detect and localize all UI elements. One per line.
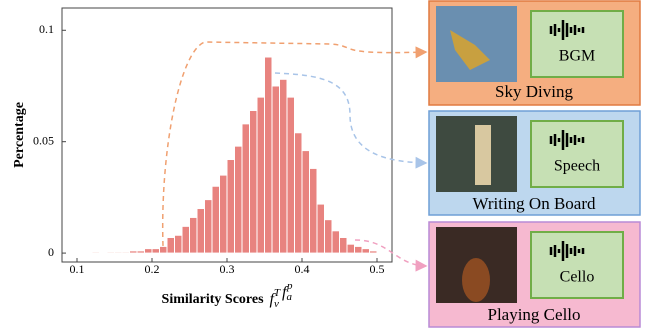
formula-base: f xyxy=(270,291,277,308)
bar xyxy=(256,96,265,254)
formula-sub: a xyxy=(286,291,292,303)
bar xyxy=(166,236,175,254)
bar xyxy=(196,208,205,254)
bar xyxy=(309,167,318,254)
panel-label: Writing On Board xyxy=(472,194,596,213)
formula-base: f xyxy=(282,284,289,301)
bar xyxy=(234,145,243,254)
audio-label: BGM xyxy=(559,48,595,65)
bar xyxy=(114,251,123,254)
bar xyxy=(136,250,145,254)
bar xyxy=(331,230,340,254)
bar xyxy=(226,159,235,254)
bar xyxy=(241,123,250,254)
x-tick-label: 0.1 xyxy=(70,262,85,276)
bar xyxy=(271,85,280,254)
bar xyxy=(159,245,168,254)
panel-label: Playing Cello xyxy=(487,305,580,324)
bar xyxy=(346,243,355,254)
bar xyxy=(286,96,295,254)
bar xyxy=(279,78,288,254)
bar xyxy=(249,109,258,254)
bar xyxy=(144,248,153,254)
bar xyxy=(211,185,220,254)
connector xyxy=(354,239,428,272)
connector xyxy=(274,72,428,169)
x-axis-label-text: Similarity Scores xyxy=(162,292,265,307)
panel: BGM Sky Diving xyxy=(428,0,641,106)
bar xyxy=(189,216,198,254)
bar xyxy=(294,132,303,254)
y-tick-label: 0.05 xyxy=(33,133,54,147)
bar xyxy=(324,219,333,254)
bar xyxy=(151,248,160,254)
y-tick-label: 0.1 xyxy=(39,22,54,36)
panel-label: Sky Diving xyxy=(495,82,573,101)
x-tick-label: 0.3 xyxy=(220,262,235,276)
bar xyxy=(204,199,213,254)
formula-sup: T xyxy=(274,287,281,299)
bar xyxy=(129,250,138,254)
bar xyxy=(91,251,100,254)
bar xyxy=(301,150,310,254)
y-axis-label: Percentage xyxy=(12,102,27,168)
panel: Cello Playing Cello xyxy=(428,221,641,328)
panel: Speech Writing On Board xyxy=(428,110,641,216)
bar xyxy=(264,56,273,254)
bar xyxy=(361,248,370,254)
y-tick-label: 0 xyxy=(48,245,54,259)
bar xyxy=(99,251,108,254)
connector xyxy=(161,41,428,247)
x-tick-label: 0.2 xyxy=(145,262,160,276)
bar xyxy=(339,236,348,254)
audio-label: Cello xyxy=(560,269,595,286)
audio-label: Speech xyxy=(554,158,600,175)
formula-sub: v xyxy=(274,298,279,310)
bar xyxy=(106,251,115,254)
bar xyxy=(354,245,363,254)
formula-sup: p xyxy=(286,280,293,292)
bar xyxy=(181,225,190,254)
x-axis-label: Similarity Scores fvT fap xyxy=(162,280,293,310)
x-tick-label: 0.4 xyxy=(295,262,310,276)
bar xyxy=(174,234,183,254)
bar xyxy=(219,174,228,254)
bar xyxy=(316,203,325,254)
bar xyxy=(369,250,378,254)
bar xyxy=(121,251,130,254)
x-tick-label: 0.5 xyxy=(370,262,385,276)
